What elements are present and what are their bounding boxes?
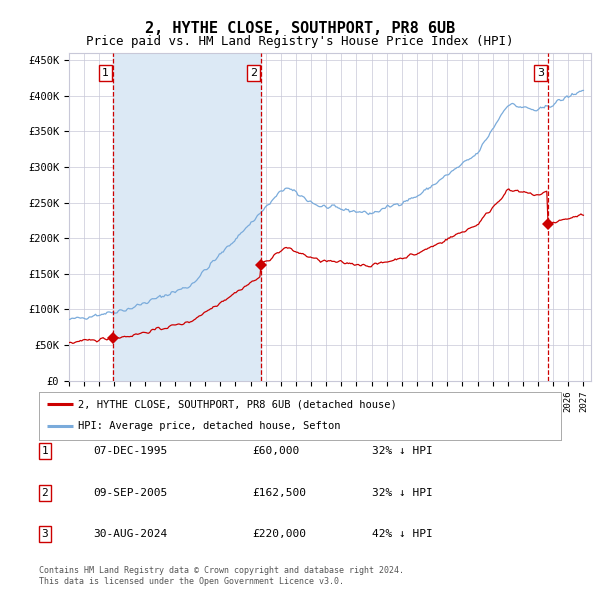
Text: 3: 3: [537, 68, 544, 78]
Text: 2: 2: [41, 488, 49, 497]
Text: 32% ↓ HPI: 32% ↓ HPI: [372, 447, 433, 456]
Text: 42% ↓ HPI: 42% ↓ HPI: [372, 529, 433, 539]
Text: 1: 1: [102, 68, 109, 78]
Bar: [69, 53, 591, 381]
Text: 2: 2: [250, 68, 257, 78]
Text: 3: 3: [41, 529, 49, 539]
Text: 09-SEP-2005: 09-SEP-2005: [93, 488, 167, 497]
Text: Contains HM Land Registry data © Crown copyright and database right 2024.
This d: Contains HM Land Registry data © Crown c…: [39, 566, 404, 586]
Text: 07-DEC-1995: 07-DEC-1995: [93, 447, 167, 456]
Text: 32% ↓ HPI: 32% ↓ HPI: [372, 488, 433, 497]
Text: 2, HYTHE CLOSE, SOUTHPORT, PR8 6UB (detached house): 2, HYTHE CLOSE, SOUTHPORT, PR8 6UB (deta…: [78, 399, 397, 409]
Text: £60,000: £60,000: [252, 447, 299, 456]
Text: Price paid vs. HM Land Registry's House Price Index (HPI): Price paid vs. HM Land Registry's House …: [86, 35, 514, 48]
Text: HPI: Average price, detached house, Sefton: HPI: Average price, detached house, Seft…: [78, 421, 341, 431]
Text: 1: 1: [41, 447, 49, 456]
Text: 30-AUG-2024: 30-AUG-2024: [93, 529, 167, 539]
Text: 2, HYTHE CLOSE, SOUTHPORT, PR8 6UB: 2, HYTHE CLOSE, SOUTHPORT, PR8 6UB: [145, 21, 455, 35]
Text: £220,000: £220,000: [252, 529, 306, 539]
Text: £162,500: £162,500: [252, 488, 306, 497]
Bar: [113, 53, 261, 381]
